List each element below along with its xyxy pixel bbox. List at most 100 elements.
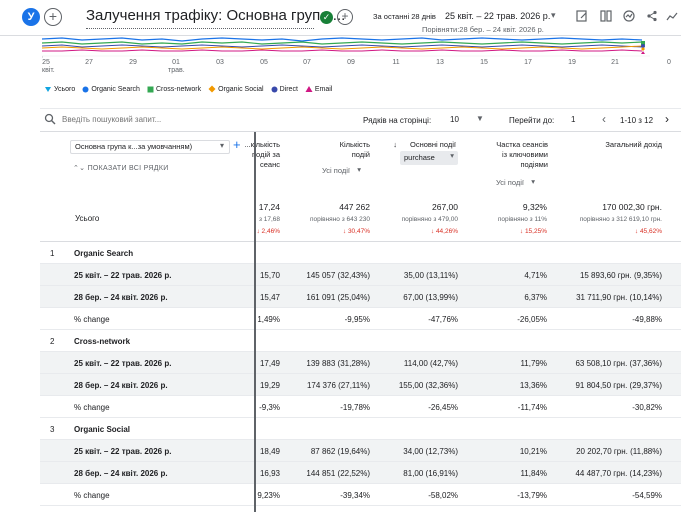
cell-value: 155,00 (32,36%) <box>398 381 458 390</box>
column-header-total-revenue[interactable]: Загальний дохід <box>605 140 662 149</box>
row-index: 2 <box>50 337 55 346</box>
cell-value: -47,76% <box>428 315 458 324</box>
frozen-column-divider[interactable] <box>254 132 256 512</box>
cell-value: 145 057 (32,43%) <box>306 271 370 280</box>
chevron-left-icon[interactable]: ‹ <box>602 112 606 126</box>
top-bar: У + Залучення трафіку: Основна група ...… <box>0 0 681 36</box>
share-icon[interactable] <box>645 10 659 24</box>
legend-item-organic-social[interactable]: Organic Social <box>208 85 264 93</box>
cell-value: 87 862 (19,64%) <box>310 447 370 456</box>
total-delta: ↓ 45,62% <box>634 228 662 235</box>
total-value: 267,00 <box>432 202 458 212</box>
total-value: 9,32% <box>522 202 547 212</box>
row-label: 25 квіт. – 22 трав. 2026 р. <box>74 271 172 280</box>
row-label: 25 квіт. – 22 трав. 2026 р. <box>74 359 172 368</box>
cell-value: 9,23% <box>257 491 280 500</box>
y-zero-label: 0 <box>667 59 671 66</box>
cell-value: 11,79% <box>520 359 547 368</box>
x-tick: 07 <box>303 59 311 66</box>
cell-value: 1,49% <box>257 315 280 324</box>
total-delta: ↓ 2,46% <box>256 228 281 235</box>
cell-value: 174 376 (27,11%) <box>306 381 370 390</box>
table-row[interactable]: 28 бер. – 24 квіт. 2026 р. 15,47 161 091… <box>40 286 681 308</box>
legend-label: Organic Search <box>91 85 140 93</box>
group-header-row[interactable]: 2 Cross-network <box>40 330 681 352</box>
legend-item-cross-network[interactable]: Cross-network <box>147 86 201 93</box>
cell-value: -39,34% <box>340 491 370 500</box>
table-row[interactable]: 25 квіт. – 22 трав. 2026 р. 15,70 145 05… <box>40 264 681 286</box>
legend-item-email[interactable]: Email <box>305 85 332 93</box>
total-compare: порівняно з 11% <box>497 216 547 223</box>
sort-arrow-icon[interactable]: ↓ <box>393 140 397 149</box>
search-input[interactable] <box>62 115 222 124</box>
event-filter[interactable]: Усі події <box>322 166 350 175</box>
add-filter-button[interactable]: + <box>337 9 353 25</box>
compare-icon[interactable] <box>599 10 613 24</box>
event-filter[interactable]: Усі події <box>496 178 524 187</box>
series-line-total <box>42 37 643 42</box>
x-tick: 05 <box>260 59 268 66</box>
table-row[interactable]: 28 бер. – 24 квіт. 2026 р. 16,93 144 851… <box>40 462 681 484</box>
table-row[interactable]: 25 квіт. – 22 трав. 2026 р. 18,49 87 862… <box>40 440 681 462</box>
chart-legend: Усього Organic Search Cross-network Orga… <box>44 83 332 95</box>
date-range-value[interactable]: 25 квіт. – 22 трав. 2026 р. <box>445 11 551 21</box>
show-all-rows-button[interactable]: ⌃⌄ ПОКАЗАТИ ВСІ РЯДКИ <box>73 165 169 172</box>
group-header-row[interactable]: 3 Organic Social <box>40 418 681 440</box>
cell-value: 16,93 <box>259 469 280 478</box>
chevron-right-icon[interactable]: › <box>665 112 669 126</box>
table-header <box>40 132 681 242</box>
group-header-row[interactable]: 1 Organic Search <box>40 242 681 264</box>
column-header-event-count[interactable]: Кількість подій <box>339 140 370 159</box>
caret-down-icon[interactable]: ▾ <box>450 151 454 160</box>
group-name: Cross-network <box>74 337 131 346</box>
page-title: Залучення трафіку: Основна група ... <box>86 7 346 24</box>
table-row[interactable]: % change 1,49% -9,95% -47,76% -26,05% -4… <box>40 308 681 330</box>
cell-value: 17,49 <box>259 359 280 368</box>
cell-value: -58,02% <box>428 491 458 500</box>
cell-value: 4,71% <box>524 271 547 280</box>
column-header-events-per-session[interactable]: ...кількість подій за сеанс <box>244 140 280 169</box>
dimension-select[interactable]: Основна група к...за умовчанням) <box>70 140 230 154</box>
avatar[interactable]: У <box>22 8 40 26</box>
cell-value: 15,47 <box>259 293 280 302</box>
total-compare: порівняно з 312 619,10 грн. <box>579 216 662 223</box>
table-row[interactable]: 28 бер. – 24 квіт. 2026 р. 19,29 174 376… <box>40 374 681 396</box>
caret-down-icon[interactable]: ▼ <box>476 114 484 123</box>
series-line-email <box>42 49 643 52</box>
edit-report-icon[interactable] <box>575 10 589 24</box>
legend-item-total[interactable]: Усього <box>44 85 75 93</box>
cell-value: -26,45% <box>428 403 458 412</box>
column-header-key-events[interactable]: Основні події <box>410 140 456 149</box>
table-row[interactable]: % change 9,23% -39,34% -58,02% -13,79% -… <box>40 484 681 506</box>
cell-value: 67,00 (13,99%) <box>403 293 458 302</box>
add-comparison-button[interactable]: + <box>44 8 62 26</box>
table-row[interactable]: % change -9,3% -19,78% -26,45% -11,74% -… <box>40 396 681 418</box>
chevron-down-icon[interactable]: ▾ <box>551 10 556 20</box>
table-row[interactable]: 25 квіт. – 22 трав. 2026 р. 17,49 139 88… <box>40 352 681 374</box>
caret-down-icon[interactable]: ▾ <box>220 141 225 150</box>
x-tick: 13 <box>436 59 444 66</box>
insights-icon[interactable] <box>622 10 636 24</box>
x-tick: 29 <box>129 59 137 66</box>
legend-item-organic-search[interactable]: Organic Search <box>82 86 140 93</box>
trend-icon[interactable] <box>665 10 679 24</box>
go-to-input[interactable]: 1 <box>571 115 576 124</box>
total-compare: з 17,68 <box>258 216 280 223</box>
page-range: 1-10 з 12 <box>620 116 654 125</box>
caret-down-icon[interactable]: ▾ <box>357 165 361 174</box>
cell-value: 19,29 <box>259 381 280 390</box>
table-toolbar: Рядків на сторінці: 10 ▼ Перейти до: 1 ‹… <box>40 108 681 132</box>
caret-down-icon[interactable]: ▾ <box>531 177 535 186</box>
legend-item-direct[interactable]: Direct <box>271 86 298 93</box>
cell-value: 114,00 (42,7%) <box>403 359 458 368</box>
x-tick: 27 <box>85 59 93 66</box>
key-event-filter[interactable]: purchase <box>400 151 458 165</box>
cell-value: -54,59% <box>632 491 662 500</box>
drop-icon <box>45 87 51 92</box>
row-index: 3 <box>50 425 55 434</box>
date-range-label[interactable]: За останні 28 днів <box>373 12 436 21</box>
cell-value: -11,74% <box>517 403 547 412</box>
column-header-key-event-rate[interactable]: Частка сеансів із ключовими подіями <box>496 140 548 169</box>
add-dimension-button[interactable]: + <box>233 137 241 152</box>
rows-per-page-select[interactable]: 10 <box>450 115 459 124</box>
